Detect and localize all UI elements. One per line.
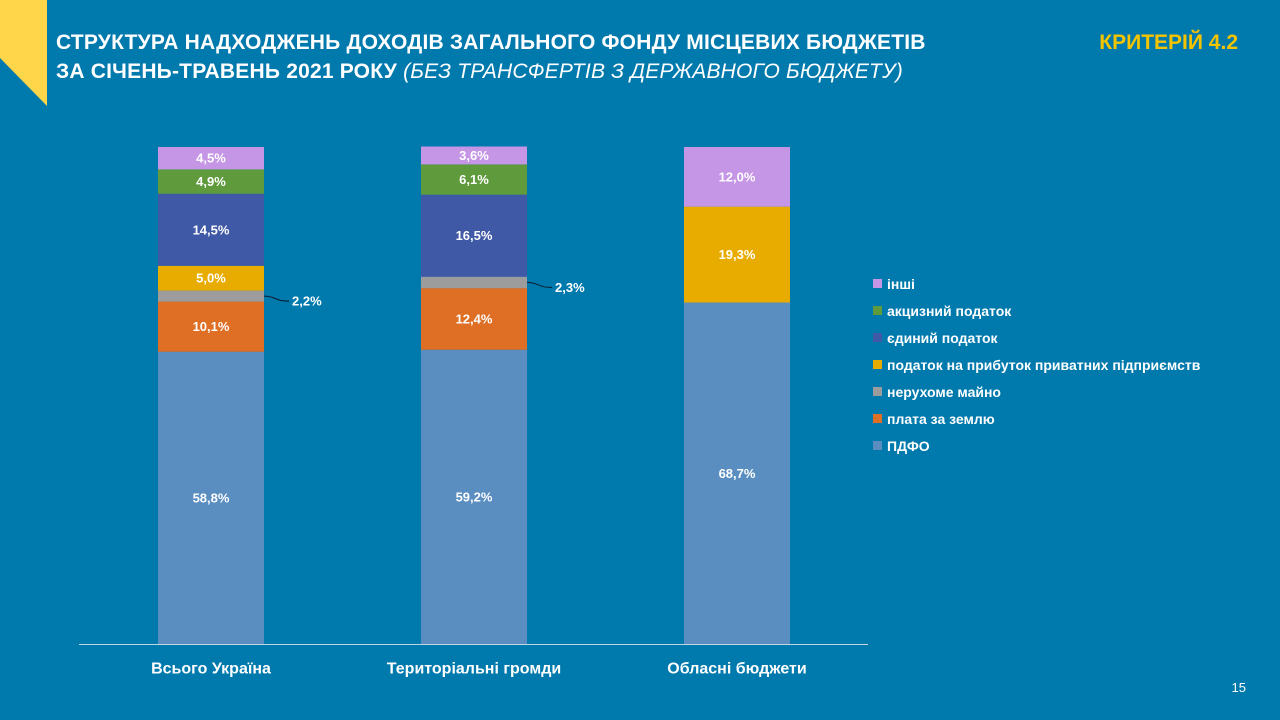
legend-swatch [873,360,882,369]
data-label-2-плата-за-землю: 12,4% [456,311,493,326]
data-label-2-єдиний-податок: 16,5% [456,228,493,243]
category-label-3: Обласні бюджети [667,661,806,678]
bar-segment-2-інші [421,146,527,165]
bar-segment-3-інші [684,147,790,207]
legend-swatch [873,333,882,342]
legend-item-плата-за-землю: плата за землю [873,405,1200,432]
data-label-3-інші: 12,0% [719,169,756,184]
legend-label: акцизний податок [887,302,1012,319]
legend-label: плата за землю [887,410,995,427]
legend-label: нерухоме майно [887,383,1001,400]
legend-item-єдиний-податок: єдиний податок [873,324,1200,351]
legend-swatch [873,306,882,315]
data-label-2-ПДФО: 59,2% [456,489,493,504]
bar-segment-1-плата-за-землю [158,301,264,352]
title-line-1: СТРУКТУРА НАДХОДЖЕНЬ ДОХОДІВ ЗАГАЛЬНОГО … [56,31,926,54]
data-label-3-податок-на-прибуток-приватних-підприємств: 19,3% [719,247,756,262]
bar-segment-1-єдиний-податок [158,193,264,266]
bar-segment-2-плата-за-землю [421,288,527,350]
data-label-1-акцизний-податок: 4,9% [196,174,226,189]
data-label-3-ПДФО: 68,7% [719,466,756,481]
bar-segment-2-ПДФО [421,349,527,644]
legend-item-акцизний-податок: акцизний податок [873,297,1200,324]
legend-item-податок-на-прибуток-приватних-підприємств: податок на прибуток приватних підприємст… [873,351,1200,378]
legend-swatch [873,387,882,396]
data-label-1-інші: 4,5% [196,151,226,166]
bar-segment-1-податок-на-прибуток-приватних-підприємств [158,265,264,291]
legend-swatch [873,441,882,450]
legend-item-нерухоме-майно: нерухоме майно [873,378,1200,405]
legend-item-ПДФО: ПДФО [873,432,1200,459]
bar-segment-1-нерухоме-майно [158,290,264,302]
legend-swatch [873,414,882,423]
category-label-2: Територіальні громди [387,661,561,678]
bar-segment-2-єдиний-податок [421,194,527,277]
legend-label: єдиний податок [887,329,998,346]
criterion-label: КРИТЕРІЙ 4.2 [1099,31,1238,54]
callout-line-2 [526,281,553,288]
page-title: СТРУКТУРА НАДХОДЖЕНЬ ДОХОДІВ ЗАГАЛЬНОГО … [56,28,1056,86]
legend-item-інші: інші [873,270,1200,297]
data-label-1-ПДФО: 58,8% [193,490,230,505]
data-label-1-податок-на-прибуток-приватних-підприємств: 5,0% [196,271,226,286]
legend-swatch [873,279,882,288]
data-label-2-інші: 3,6% [459,148,489,163]
bar-segment-1-ПДФО [158,351,264,644]
data-label-1-плата-за-землю: 10,1% [193,319,230,334]
bar-segment-2-акцизний-податок [421,164,527,195]
data-label-1-єдиний-податок: 14,5% [193,222,230,237]
legend-label: податок на прибуток приватних підприємст… [887,356,1201,373]
legend-label: ПДФО [887,437,930,454]
callout-label-2: 2,3% [555,280,585,295]
chart-legend: інші акцизний податок єдиний податок подато… [873,270,1200,459]
bar-segment-2-нерухоме-майно [421,276,527,289]
bar-segment-3-податок-на-прибуток-приватних-підприємств [684,206,790,303]
callout-line-1 [263,295,290,302]
bar-segment-1-акцизний-податок [158,169,264,194]
page-number: 15 [1231,680,1246,695]
bar-segment-3-ПДФО [684,302,790,644]
data-label-2-акцизний-податок: 6,1% [459,172,489,187]
corner-decoration [0,0,47,106]
legend-label: інші [887,275,915,292]
category-label-1: Всього Україна [151,661,271,678]
title-line-2-italic: (БЕЗ ТРАНСФЕРТІВ З ДЕРЖАВНОГО БЮДЖЕТУ) [403,60,903,83]
bar-segment-1-інші [158,147,264,170]
title-line-2: ЗА СІЧЕНЬ-ТРАВЕНЬ 2021 РОКУ (БЕЗ ТРАНСФЕ… [56,57,1056,86]
callout-label-1: 2,2% [292,294,322,309]
title-line-2-main: ЗА СІЧЕНЬ-ТРАВЕНЬ 2021 РОКУ [56,60,398,83]
